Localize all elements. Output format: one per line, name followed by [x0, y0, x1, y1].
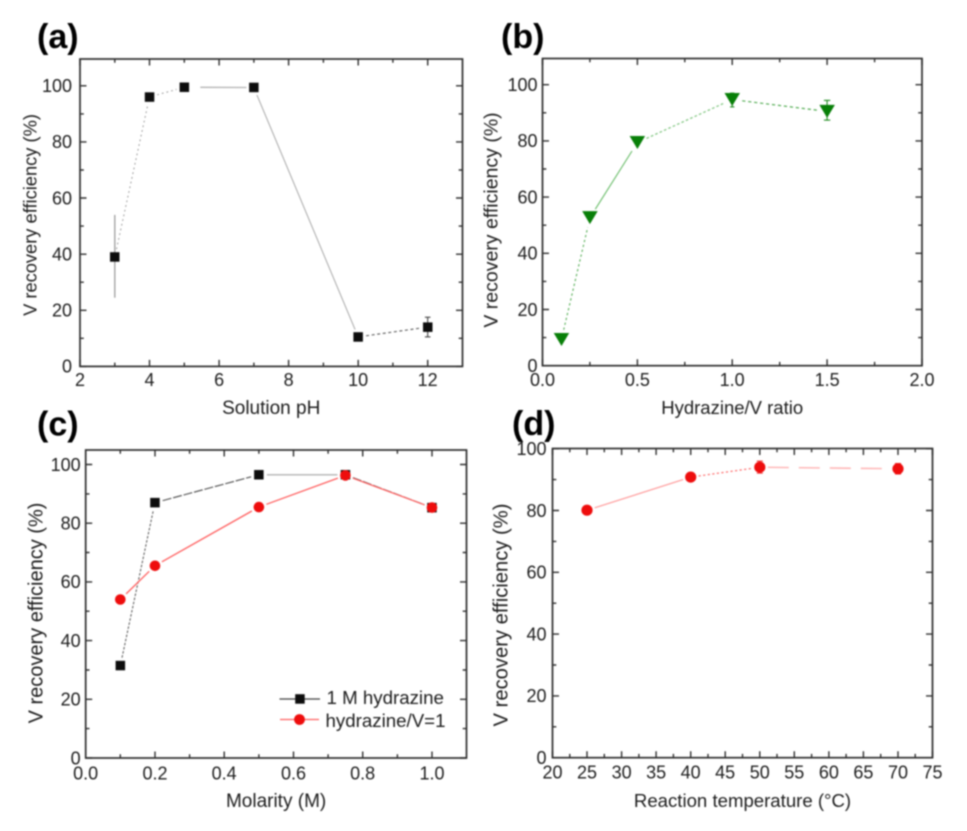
svg-text:hydrazine/V=1: hydrazine/V=1: [326, 710, 446, 731]
svg-text:60: 60: [819, 763, 839, 783]
svg-text:65: 65: [853, 763, 873, 783]
svg-text:0.4: 0.4: [212, 764, 237, 784]
svg-text:60: 60: [61, 572, 81, 592]
svg-text:80: 80: [526, 501, 546, 521]
svg-text:2: 2: [75, 370, 85, 390]
svg-text:1.0: 1.0: [419, 764, 444, 784]
svg-text:2.0: 2.0: [909, 370, 934, 390]
svg-text:0.6: 0.6: [281, 764, 306, 784]
svg-text:V recovery efficiency (%): V recovery efficiency (%): [481, 112, 503, 327]
svg-text:50: 50: [750, 763, 770, 783]
svg-text:Solution pH: Solution pH: [222, 398, 320, 419]
svg-text:V recovery efficiency (%): V recovery efficiency (%): [20, 114, 41, 316]
svg-text:8: 8: [284, 370, 294, 390]
svg-text:(a): (a): [37, 18, 79, 56]
svg-text:1.0: 1.0: [720, 370, 745, 390]
svg-text:70: 70: [888, 763, 908, 783]
svg-text:40: 40: [52, 245, 72, 265]
svg-text:0: 0: [71, 748, 81, 768]
svg-text:60: 60: [526, 563, 546, 583]
svg-text:100: 100: [516, 439, 546, 459]
svg-text:10: 10: [348, 370, 368, 390]
svg-text:40: 40: [517, 244, 537, 264]
svg-text:40: 40: [526, 624, 546, 644]
svg-text:20: 20: [542, 763, 562, 783]
svg-text:V recovery efficiency (%): V recovery efficiency (%): [26, 503, 48, 724]
svg-text:1 M hydrazine: 1 M hydrazine: [327, 687, 444, 708]
svg-text:(c): (c): [37, 406, 79, 444]
svg-text:40: 40: [61, 631, 81, 651]
svg-text:0.8: 0.8: [350, 764, 375, 784]
svg-text:80: 80: [52, 132, 72, 152]
svg-text:25: 25: [577, 763, 597, 783]
svg-text:1.5: 1.5: [815, 370, 840, 390]
svg-text:80: 80: [61, 514, 81, 534]
svg-text:75: 75: [922, 763, 942, 783]
svg-text:100: 100: [507, 75, 537, 95]
svg-text:20: 20: [61, 690, 81, 710]
svg-text:100: 100: [51, 455, 81, 475]
svg-text:Molarity (M): Molarity (M): [226, 791, 326, 812]
svg-text:20: 20: [52, 301, 72, 321]
svg-text:20: 20: [517, 300, 537, 320]
svg-text:0: 0: [536, 748, 546, 768]
svg-text:0: 0: [62, 357, 72, 377]
svg-text:0.2: 0.2: [142, 764, 167, 784]
svg-text:6: 6: [214, 370, 224, 390]
svg-text:100: 100: [42, 76, 72, 96]
svg-text:40: 40: [681, 763, 701, 783]
svg-text:0: 0: [527, 356, 537, 376]
svg-text:80: 80: [517, 131, 537, 151]
svg-text:45: 45: [715, 763, 735, 783]
svg-text:30: 30: [612, 763, 632, 783]
svg-text:60: 60: [52, 188, 72, 208]
svg-text:Hydrazine/V ratio: Hydrazine/V ratio: [661, 397, 803, 418]
svg-text:0.0: 0.0: [530, 370, 555, 390]
svg-text:35: 35: [646, 763, 666, 783]
svg-text:(d): (d): [512, 405, 555, 443]
svg-text:0.5: 0.5: [625, 370, 650, 390]
svg-text:Reaction temperature (°C): Reaction temperature (°C): [634, 790, 851, 811]
svg-text:55: 55: [784, 763, 804, 783]
svg-text:4: 4: [144, 370, 154, 390]
svg-text:60: 60: [517, 187, 537, 207]
svg-text:12: 12: [418, 370, 438, 390]
svg-text:20: 20: [526, 686, 546, 706]
svg-text:0.0: 0.0: [73, 764, 98, 784]
svg-text:V recovery efficiency (%): V recovery efficiency (%): [491, 504, 513, 727]
svg-text:(b): (b): [501, 18, 544, 56]
